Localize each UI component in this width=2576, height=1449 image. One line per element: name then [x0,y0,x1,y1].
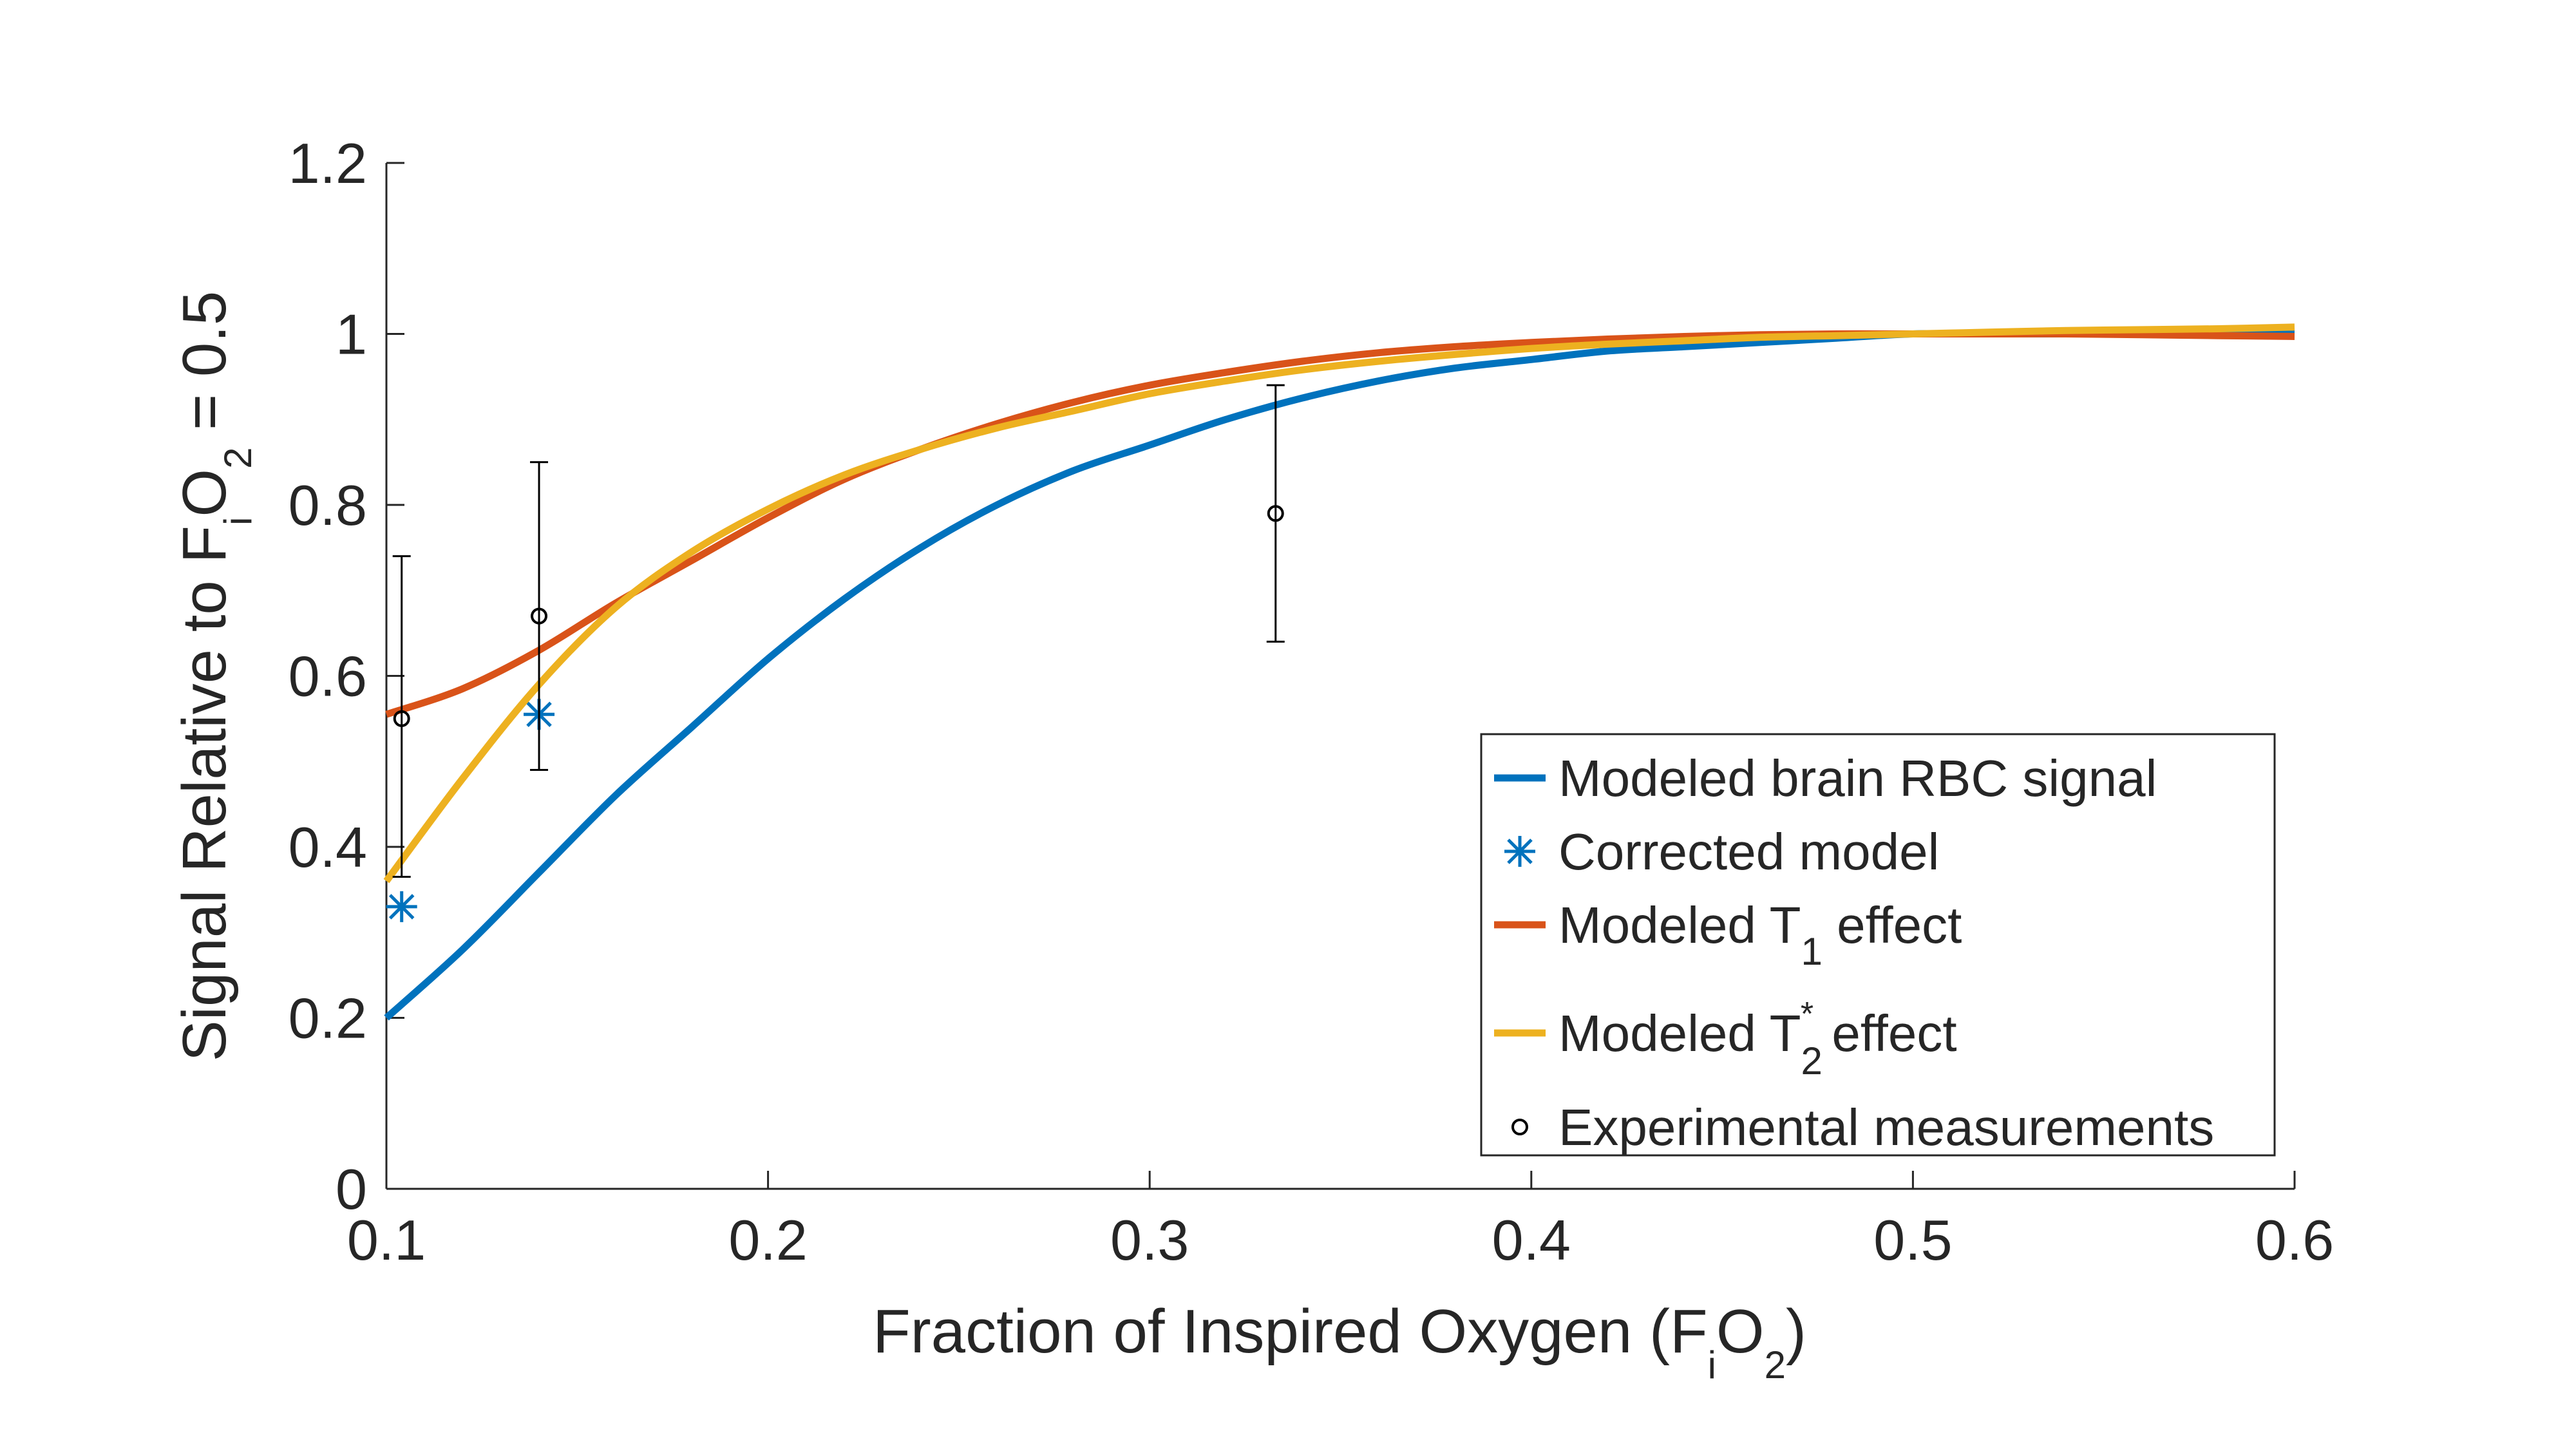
experimental-point [530,461,549,772]
legend-entry-t1: Modeled T1 effect [1494,896,1962,973]
series-line-3 [383,323,2295,884]
measurement-marker [531,607,548,625]
x-tick-label: 0.4 [1492,1208,1571,1272]
x-tick-label: 0.6 [2255,1208,2334,1272]
experimental-point [392,555,411,878]
legend-label-t2star: Modeled T2* effect [1558,996,1957,1083]
legend-entry-t2star: Modeled T2* effect [1494,996,1957,1083]
legend-swatch-circle-icon [1511,1119,1528,1135]
y-tick-label: 0.4 [289,815,367,879]
x-tick-label: 0.5 [1873,1208,1952,1272]
legend: Modeled brain RBC signal Corrected model… [1480,733,2276,1157]
corrected-model-point [386,891,417,922]
legend-entry-rbc: Modeled brain RBC signal [1494,750,2157,807]
legend-box [1480,733,2276,1157]
y-tick-label: 1 [336,303,367,366]
measurement-marker [1267,505,1284,522]
x-tick-label: 0.1 [347,1208,426,1272]
legend-label-t1: Modeled T1 effect [1558,896,1962,973]
measurement-marker [393,710,410,727]
x-axis-title: Fraction of Inspired Oxygen (FiO2) [873,1297,1806,1387]
y-tick-label: 0.2 [289,987,367,1050]
x-tick-label: 0.2 [728,1208,807,1272]
y-tick-label: 0.6 [289,645,367,708]
legend-label-corrected: Corrected model [1558,823,1939,880]
legend-entry-corrected: Corrected model [1504,823,1939,880]
y-tick-label: 0.8 [289,473,367,537]
experimental-point [1266,384,1285,643]
tick-labels: 0.1 0.2 0.3 0.4 0.5 0.6 0 0.2 0.4 0.6 0.8 1 1.2 [289,131,2334,1272]
y-tick-label: 0 [336,1157,367,1221]
x-tick-label: 0.3 [1110,1208,1189,1272]
legend-label-experimental: Experimental measurements [1558,1099,2214,1156]
y-tick-label: 1.2 [289,131,367,195]
legend-swatch-asterisk-icon [1504,836,1535,867]
legend-label-rbc: Modeled brain RBC signal [1558,750,2157,807]
plot-area [383,323,2295,1021]
legend-entry-experimental: Experimental measurements [1511,1099,2214,1156]
y-axis-title: Signal Relative to FiO2 = 0.5 [170,291,260,1062]
